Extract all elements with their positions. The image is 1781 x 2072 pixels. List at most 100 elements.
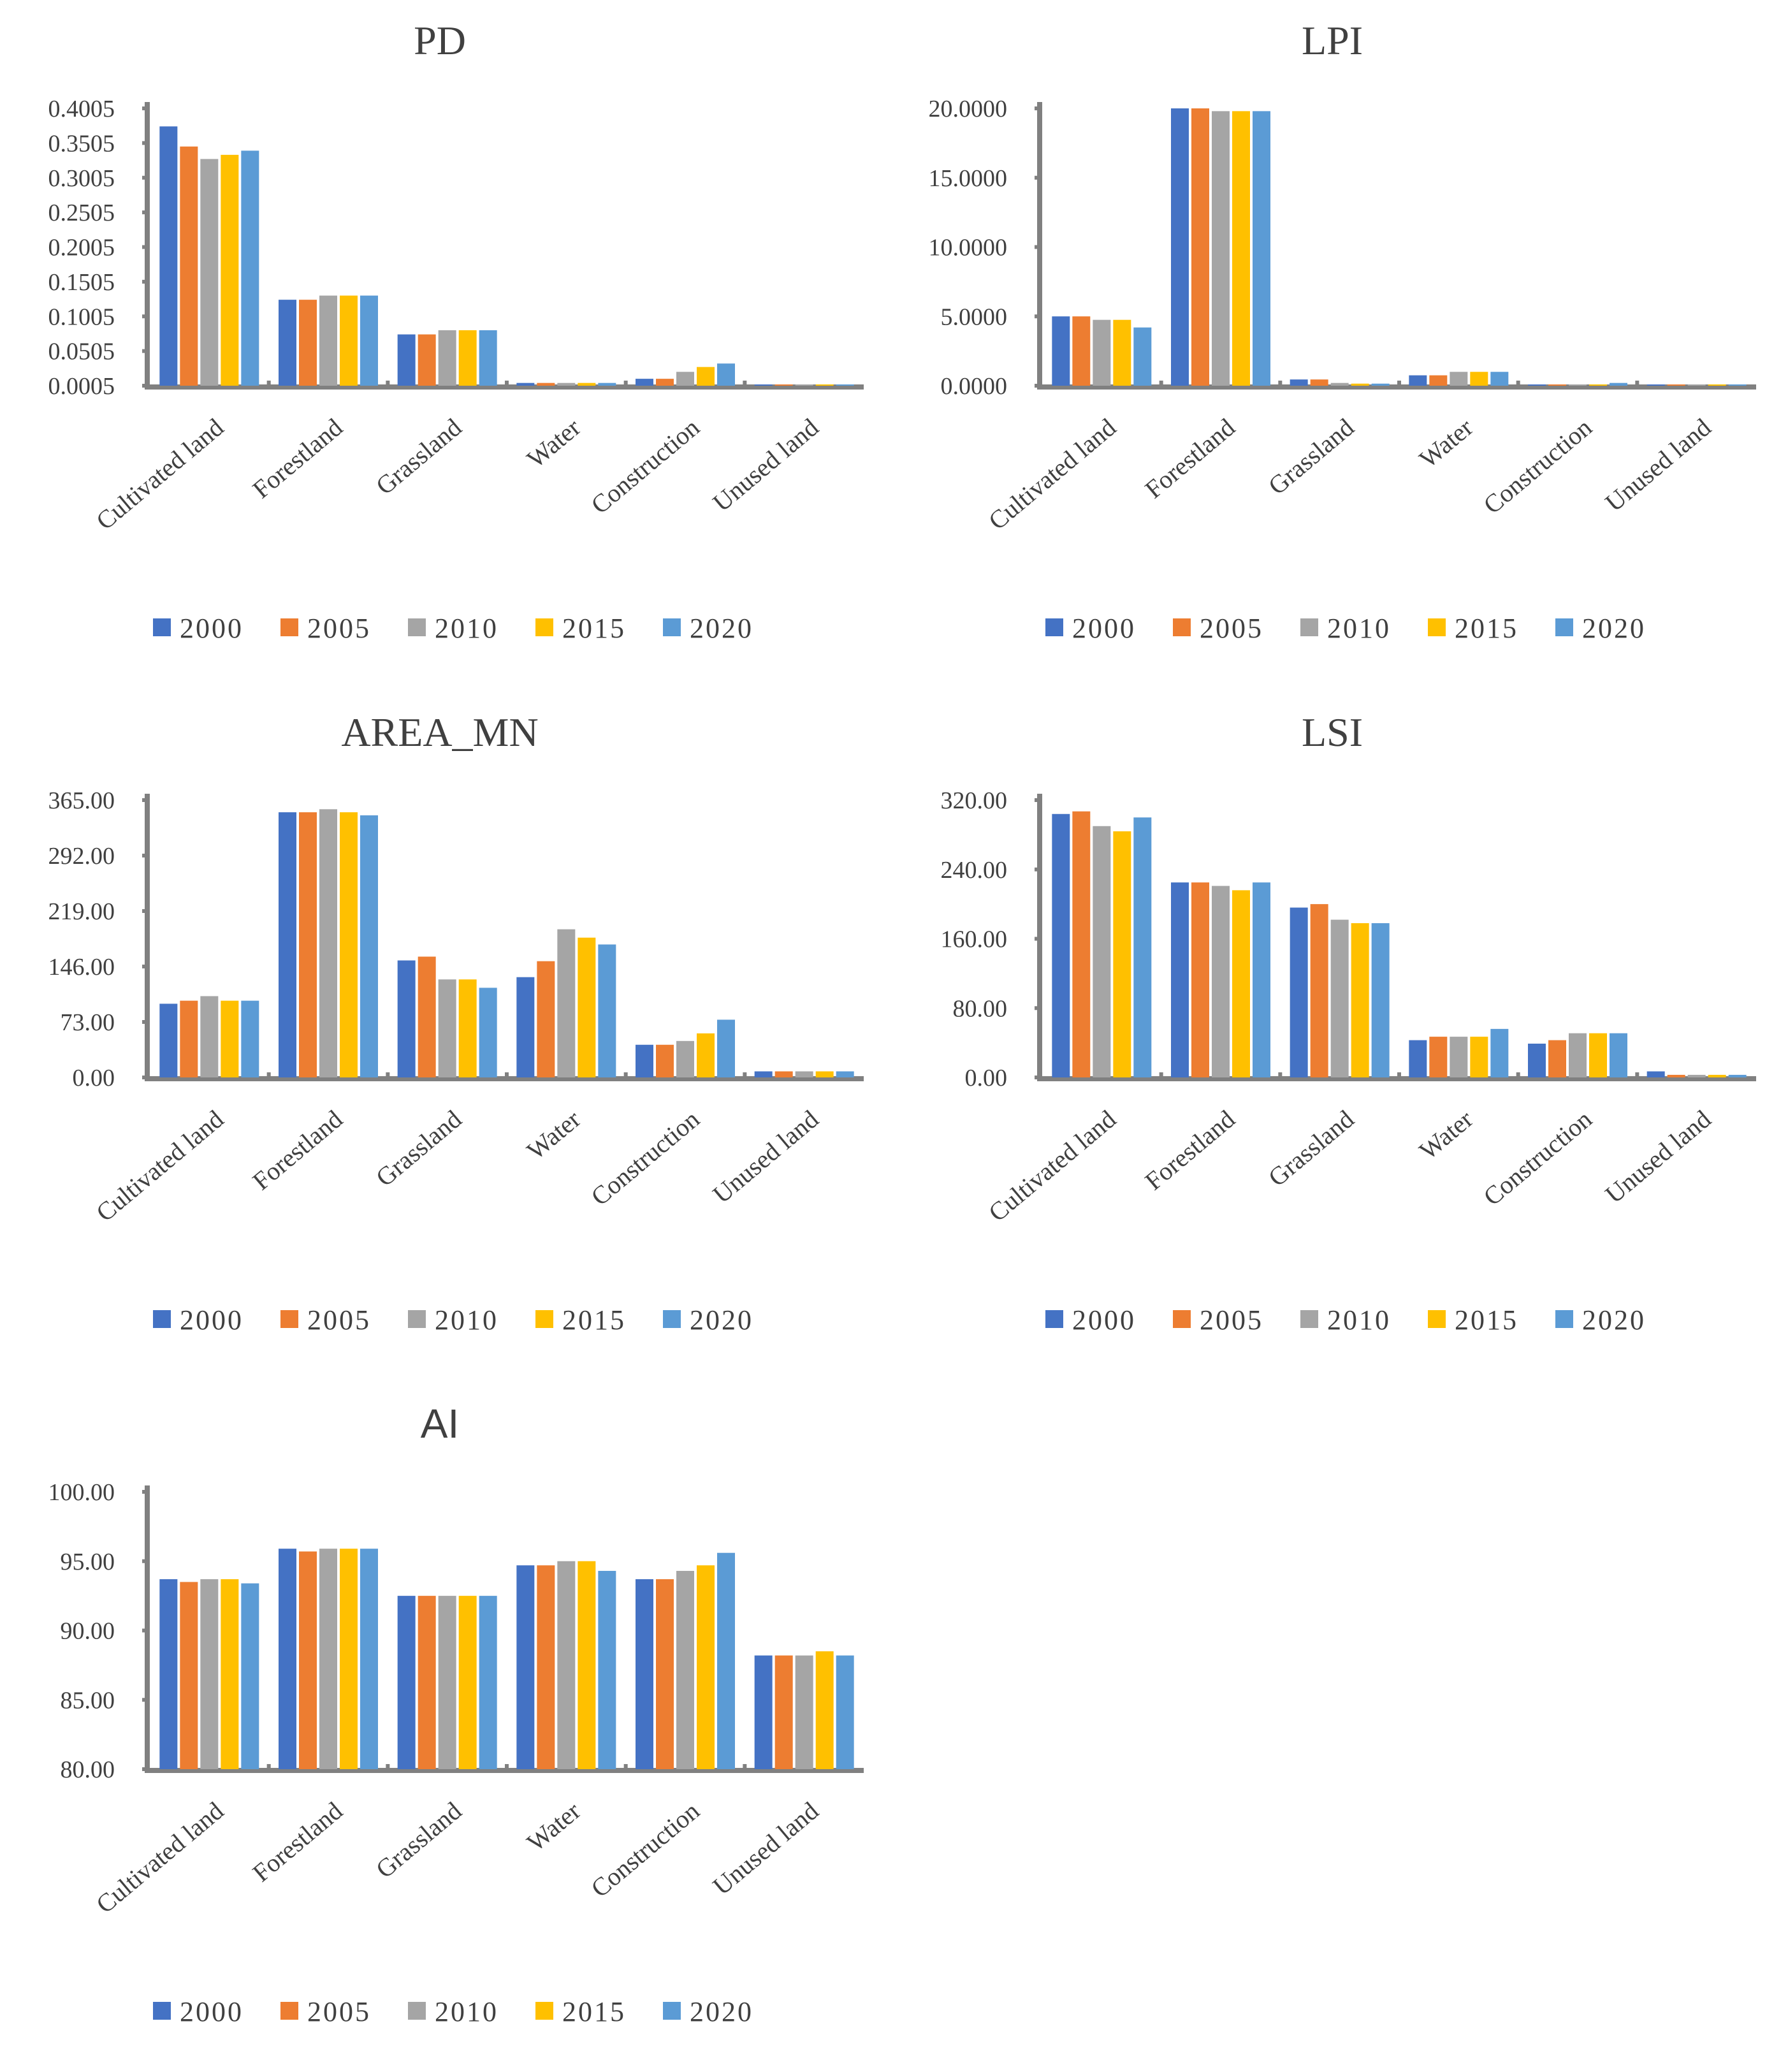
x-category-label: Grassland (1263, 1104, 1359, 1192)
x-category-label: Cultivated land (91, 412, 229, 535)
bar-2020-forestland (360, 815, 378, 1077)
bar-2015-unused-land (815, 1071, 834, 1077)
bar-2015-unused-land (815, 1651, 834, 1769)
y-tick-label: 0.1005 (48, 303, 115, 330)
bar-2020-forestland (1253, 882, 1270, 1077)
x-category-label: Cultivated land (91, 1104, 229, 1227)
x-category-label: Water (1414, 1104, 1478, 1165)
legend-swatch-2010 (408, 618, 426, 636)
bar-2015-water (578, 1561, 596, 1769)
bar-2005-unused-land (1667, 1074, 1685, 1077)
y-tick-label: 160.00 (941, 926, 1008, 953)
bar-2020-cultivated-land (241, 1583, 259, 1769)
bar-2020-construction (1610, 383, 1627, 386)
bar-2005-forestland (1191, 108, 1209, 386)
bar-2005-grassland (418, 334, 436, 386)
chart-title: LSI (1302, 710, 1363, 755)
chart-ai: AI 80.00 85.00 90.00 95.00 100.00 Cultivated l… (0, 1383, 880, 2072)
bar-2005-forestland (1191, 882, 1209, 1077)
bar-2000-forestland (279, 1549, 296, 1769)
bar-2000-forestland (279, 812, 296, 1077)
bar-2000-water (1409, 1040, 1427, 1077)
y-tick-label: 0.0505 (48, 339, 115, 365)
bar-2015-unused-land (1708, 1074, 1726, 1077)
legend-swatch-2000 (1045, 1310, 1063, 1328)
y-tick-label: 80.00 (953, 995, 1008, 1022)
x-category-label: Forestland (247, 412, 347, 504)
legend-swatch-2005 (1173, 1310, 1191, 1328)
legend-label: 2020 (1582, 613, 1646, 644)
bar-2010-cultivated-land (200, 159, 219, 386)
legend-label: 2000 (180, 1304, 244, 1336)
legend-swatch-2020 (663, 618, 681, 636)
chart-pd: PD 0.0005 0.0505 0.1005 0.1505 0.2005 0.2505 0.… (0, 0, 880, 689)
x-category-label: Unused land (707, 412, 824, 517)
bar-2015-grassland (458, 330, 477, 386)
legend-label: 2005 (307, 1996, 371, 2027)
bar-2010-water (1450, 372, 1468, 386)
chart-pd-svg: PD 0.0005 0.0505 0.1005 0.1505 0.2005 0.2505 0.… (48, 18, 864, 644)
bar-2010-forestland (319, 809, 337, 1077)
bar-2010-forestland (319, 295, 337, 386)
bar-2020-grassland (479, 988, 497, 1077)
bar-2020-unused-land (836, 384, 854, 386)
legend-swatch-2015 (1428, 1310, 1446, 1328)
legend-swatch-2020 (1555, 618, 1573, 636)
bar-2010-construction (676, 372, 694, 386)
bar-2005-construction (1548, 384, 1566, 386)
y-tick-label: 90.00 (61, 1618, 115, 1645)
bar-2020-cultivated-land (1133, 327, 1152, 386)
legend-swatch-2020 (1555, 1310, 1573, 1328)
legend-label: 2005 (307, 1304, 371, 1336)
y-tick-label: 292.00 (48, 843, 115, 870)
bar-2010-grassland (438, 979, 456, 1077)
chart-area-mn: AREA_MN 0.00 73.00 146.00 219.00 292.00 365.00… (0, 692, 880, 1380)
bar-2020-forestland (1253, 111, 1270, 386)
bar-2010-construction (676, 1040, 694, 1077)
bar-2015-grassland (458, 1596, 477, 1769)
legend-swatch-2020 (663, 1310, 681, 1328)
bar-2005-water (1429, 375, 1448, 386)
bar-2005-water (537, 961, 555, 1077)
bar-2005-unused-land (774, 1071, 793, 1077)
bar-2020-construction (1610, 1033, 1627, 1077)
legend-label: 2020 (690, 1996, 753, 2027)
y-tick-label: 95.00 (61, 1549, 115, 1575)
bar-2000-unused-land (754, 1655, 773, 1769)
legend-label: 2000 (180, 613, 244, 644)
legend-label: 2020 (690, 1304, 753, 1336)
legend-label: 2010 (1327, 613, 1391, 644)
bar-2010-grassland (1330, 383, 1349, 386)
legend-swatch-2005 (280, 2002, 298, 2020)
bar-2010-grassland (438, 330, 456, 386)
bar-2015-construction (697, 1033, 715, 1077)
bar-2015-unused-land (1708, 384, 1726, 386)
legend-swatch-2005 (280, 1310, 298, 1328)
bar-2010-cultivated-land (200, 996, 219, 1077)
x-category-label: Water (521, 1796, 586, 1857)
bar-2005-water (1429, 1037, 1448, 1077)
legend-swatch-2010 (408, 1310, 426, 1328)
bar-2000-cultivated-land (1052, 813, 1070, 1077)
bar-2020-cultivated-land (1133, 817, 1152, 1077)
bar-2015-cultivated-land (221, 154, 239, 386)
y-tick-label: 15.0000 (929, 165, 1008, 192)
bar-2010-construction (1569, 384, 1587, 386)
bar-2020-unused-land (836, 1071, 854, 1077)
bar-2020-grassland (1371, 383, 1390, 386)
bar-2000-water (1409, 375, 1427, 386)
bar-2000-grassland (397, 960, 416, 1077)
legend-swatch-2015 (535, 1310, 553, 1328)
bar-2010-cultivated-land (200, 1579, 219, 1769)
bar-2010-unused-land (1687, 1074, 1706, 1077)
legend-swatch-2005 (280, 618, 298, 636)
bar-2000-grassland (397, 1596, 416, 1769)
bar-2015-forestland (340, 295, 358, 386)
bar-2015-cultivated-land (1113, 831, 1131, 1077)
bar-2000-water (516, 977, 535, 1077)
x-category-label: Construction (586, 1104, 705, 1211)
legend-label: 2020 (1582, 1304, 1646, 1336)
bar-2010-grassland (1330, 919, 1349, 1077)
legend-label: 2005 (1200, 1304, 1263, 1336)
y-tick-label: 0.2005 (48, 235, 115, 261)
